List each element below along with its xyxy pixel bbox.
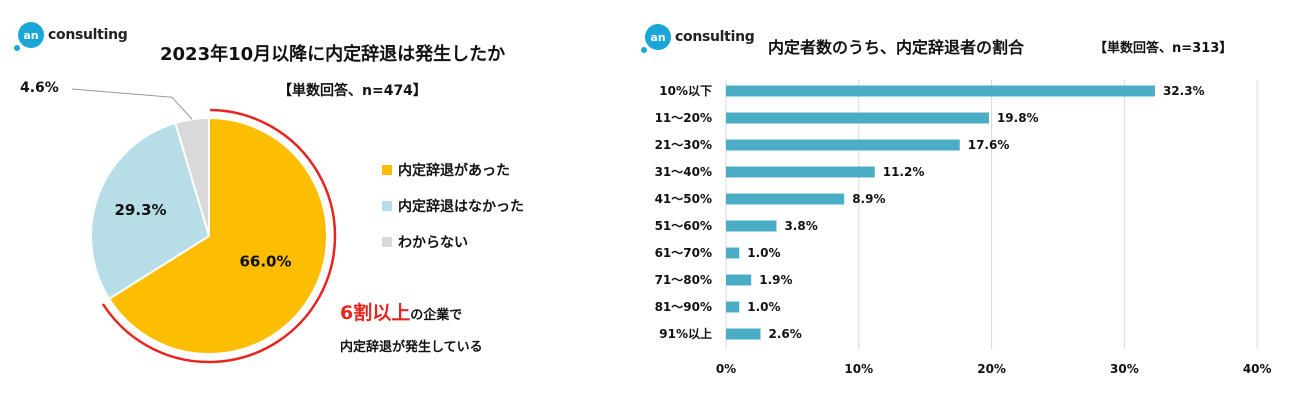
bar [726, 85, 1155, 97]
logo-mark-icon: an [641, 24, 671, 53]
x-tick-label: 30% [1110, 362, 1139, 376]
bar [726, 247, 740, 259]
pie-note-rest: の企業で [410, 308, 463, 323]
pie-slice [107, 116, 328, 355]
pie-note-highlight: 6割以上 [340, 302, 411, 324]
bar [726, 193, 845, 205]
right-chart-subtitle: 【単数回答、n=313】 [1094, 41, 1233, 56]
bar-value-label: 1.9% [759, 273, 792, 287]
pie-leader-line [71, 88, 193, 120]
legend-swatch-yes [382, 165, 392, 175]
legend-label-yes: 内定辞退があった [398, 163, 510, 179]
left-chart-subtitle: 【単数回答、n=474】 [278, 83, 427, 99]
bar-value-label: 8.9% [852, 192, 885, 206]
bar-value-label: 2.6% [769, 327, 802, 341]
x-tick-label: 10% [844, 362, 873, 376]
category-label: 81～90% [655, 300, 712, 314]
legend-label-no: 内定辞退はなかった [398, 199, 524, 215]
bar-value-label: 19.8% [997, 111, 1039, 125]
bar [726, 274, 752, 286]
bar-value-label: 1.0% [747, 246, 780, 260]
bar-value-label: 17.6% [968, 138, 1010, 152]
pie-note-line2: 内定辞退が発生している [340, 340, 483, 355]
legend-item-yes: 内定辞退があった [382, 152, 524, 188]
bar [726, 301, 740, 313]
pie-legend: 内定辞退があった 内定辞退はなかった わからない [382, 152, 524, 260]
pie-note-line1: 6割以上の企業で [340, 298, 462, 325]
category-label: 11～20% [655, 111, 712, 125]
bar [726, 139, 960, 151]
pie-label-unknown: 4.6% [20, 80, 59, 96]
category-label: 91%以上 [659, 326, 712, 341]
pie-label-no: 29.3% [115, 201, 167, 219]
legend-item-unknown: わからない [382, 224, 524, 260]
legend-swatch-unknown [382, 237, 392, 247]
legend-item-no: 内定辞退はなかった [382, 188, 524, 224]
category-label: 21～30% [655, 138, 712, 152]
category-label: 41～50% [655, 192, 712, 206]
legend-swatch-no [382, 201, 392, 211]
left-logo: an consulting [14, 22, 128, 51]
logo-word: consulting [675, 29, 755, 45]
category-label: 10%以下 [659, 84, 712, 98]
logo-mark-icon: an [14, 22, 44, 51]
bar [726, 328, 761, 340]
bar-value-label: 1.0% [747, 300, 780, 314]
bar [726, 166, 875, 178]
left-chart-title: 2023年10月以降に内定辞退は発生したか [160, 44, 506, 65]
bar [726, 112, 989, 124]
category-label: 71～80% [655, 273, 712, 287]
bar-value-label: 32.3% [1163, 84, 1205, 98]
x-tick-label: 0% [716, 362, 736, 376]
right-chart-title: 内定者数のうち、内定辞退者の割合 [768, 38, 1025, 57]
category-label: 31～40% [655, 165, 712, 179]
bar [726, 220, 777, 232]
bar-value-label: 3.8% [784, 219, 817, 233]
logo-word: consulting [48, 27, 128, 43]
x-tick-label: 40% [1243, 362, 1272, 376]
pie-highlight-arc [101, 108, 337, 364]
category-label: 51～60% [655, 219, 712, 233]
pie-label-yes: 66.0% [239, 253, 291, 271]
x-tick-label: 20% [977, 362, 1006, 376]
category-label: 61～70% [655, 246, 712, 260]
bar-value-label: 11.2% [883, 165, 925, 179]
legend-label-unknown: わからない [398, 235, 468, 251]
right-logo: an consulting [641, 24, 755, 53]
pie-slice [90, 121, 211, 301]
